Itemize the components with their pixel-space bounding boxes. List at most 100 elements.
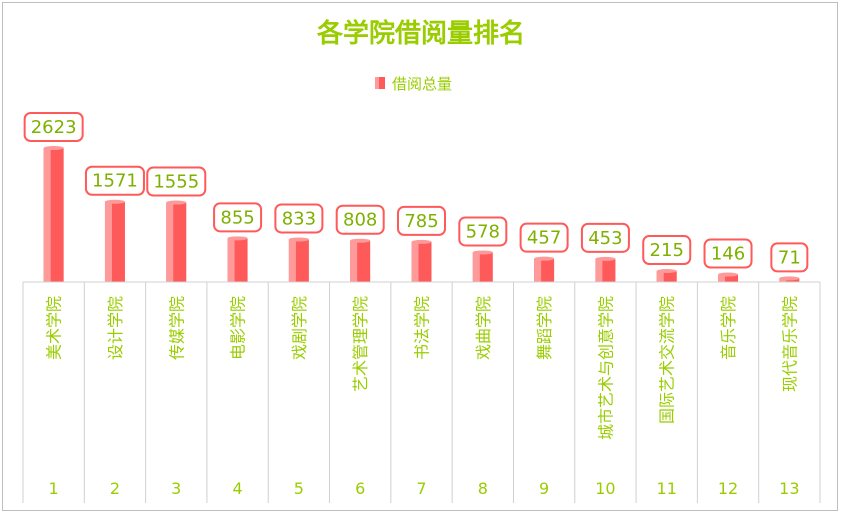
bar-side (104, 201, 112, 282)
bar-side (227, 238, 235, 282)
data-label: 146 (711, 244, 745, 265)
legend: 借阅总量 (375, 75, 452, 93)
bar (534, 256, 555, 282)
bar-side (718, 274, 726, 282)
legend-swatch (375, 77, 385, 89)
bar-side (166, 202, 174, 282)
category-index: 11 (657, 479, 677, 498)
bar-top (288, 237, 309, 242)
bar-side (595, 258, 603, 282)
legend-swatch-highlight (375, 77, 379, 89)
bar (779, 276, 800, 282)
bar-side (534, 258, 542, 282)
bar-top (472, 250, 493, 255)
data-label: 71 (778, 247, 801, 268)
category-index: 5 (294, 479, 304, 498)
data-labels-group: 2623 1571 1555 855 833 808 785 578 457 453 215 146 7… (23, 112, 809, 273)
data-label-box (146, 166, 207, 197)
category-label: 城市艺术与创意学院 (596, 296, 615, 440)
bar (104, 199, 125, 282)
data-label-box (580, 222, 630, 253)
bar-top (656, 269, 677, 274)
category-label: 艺术管理学院 (351, 296, 370, 392)
category-label: 舞蹈学院 (535, 296, 554, 360)
bar-side (350, 240, 358, 282)
bar-side (43, 148, 51, 282)
category-label: 戏剧学院 (290, 296, 309, 360)
bar-side (472, 252, 480, 282)
bar-side (411, 241, 419, 282)
category-label: 音乐学院 (719, 296, 738, 360)
bar-top (718, 272, 739, 277)
category-table: 美术学院 1 设计学院 2 传媒学院 3 电影学院 4 戏剧学院 5 艺术管理学院 6 书法学院 7 戏曲学… (22, 281, 821, 503)
category-index: 8 (478, 479, 488, 498)
bar-top (779, 276, 800, 281)
bar-side (656, 271, 664, 282)
bar-top (104, 199, 125, 204)
category-index: 13 (779, 479, 799, 498)
category-index: 10 (595, 479, 615, 498)
category-label: 电影学院 (229, 296, 248, 360)
data-label-box (84, 165, 145, 196)
chart-title: 各学院借阅量排名 (316, 18, 525, 49)
bar-front (656, 271, 677, 282)
data-label-box (458, 216, 508, 247)
data-label-box (642, 235, 692, 266)
data-label: 1571 (92, 171, 138, 192)
bar (595, 256, 616, 282)
bar (656, 269, 677, 282)
bar-top (411, 239, 432, 244)
category-index: 3 (171, 479, 181, 498)
category-label: 国际艺术交流学院 (658, 296, 677, 424)
data-label: 578 (466, 221, 500, 242)
category-index: 4 (232, 479, 242, 498)
bar (43, 146, 64, 282)
data-label-box (274, 203, 324, 234)
category-label: 传媒学院 (167, 296, 186, 360)
category-index: 6 (355, 479, 365, 498)
bar (227, 236, 248, 282)
bar-front (718, 274, 739, 282)
bar-side (288, 239, 296, 282)
data-label-box (703, 238, 753, 269)
category-label: 美术学院 (45, 296, 64, 360)
bar (166, 200, 187, 282)
data-label: 833 (282, 208, 316, 229)
data-label-box (213, 202, 263, 233)
data-label-box (770, 242, 809, 273)
bar (718, 272, 739, 282)
category-label: 现代音乐学院 (780, 296, 799, 392)
bars-group (43, 146, 800, 282)
legend-label: 借阅总量 (392, 75, 452, 93)
bar-top (534, 256, 555, 261)
bar-top (166, 200, 187, 205)
data-label-box (335, 204, 385, 235)
data-label: 1555 (153, 172, 199, 193)
data-label: 785 (404, 211, 438, 232)
data-label: 808 (343, 210, 377, 231)
data-label-box (519, 222, 569, 253)
bar (472, 250, 493, 282)
category-index: 2 (110, 479, 120, 498)
bar-top (43, 146, 64, 150)
category-index: 1 (49, 479, 59, 498)
bar-side (779, 278, 787, 282)
data-label: 855 (220, 207, 254, 228)
data-label-box (397, 205, 446, 236)
bar (350, 238, 371, 282)
bar-top (350, 238, 371, 243)
category-index: 9 (539, 479, 549, 498)
data-label: 215 (650, 240, 684, 261)
bar-top (595, 256, 616, 261)
data-label-box (23, 112, 84, 142)
category-label: 书法学院 (413, 296, 432, 360)
category-label: 戏曲学院 (474, 296, 493, 360)
data-label: 2623 (31, 117, 77, 138)
bar (411, 239, 432, 282)
category-label: 设计学院 (106, 296, 125, 360)
data-label: 453 (588, 228, 622, 249)
category-index: 12 (718, 479, 738, 498)
bar-top (227, 236, 248, 241)
category-index: 7 (416, 479, 426, 498)
